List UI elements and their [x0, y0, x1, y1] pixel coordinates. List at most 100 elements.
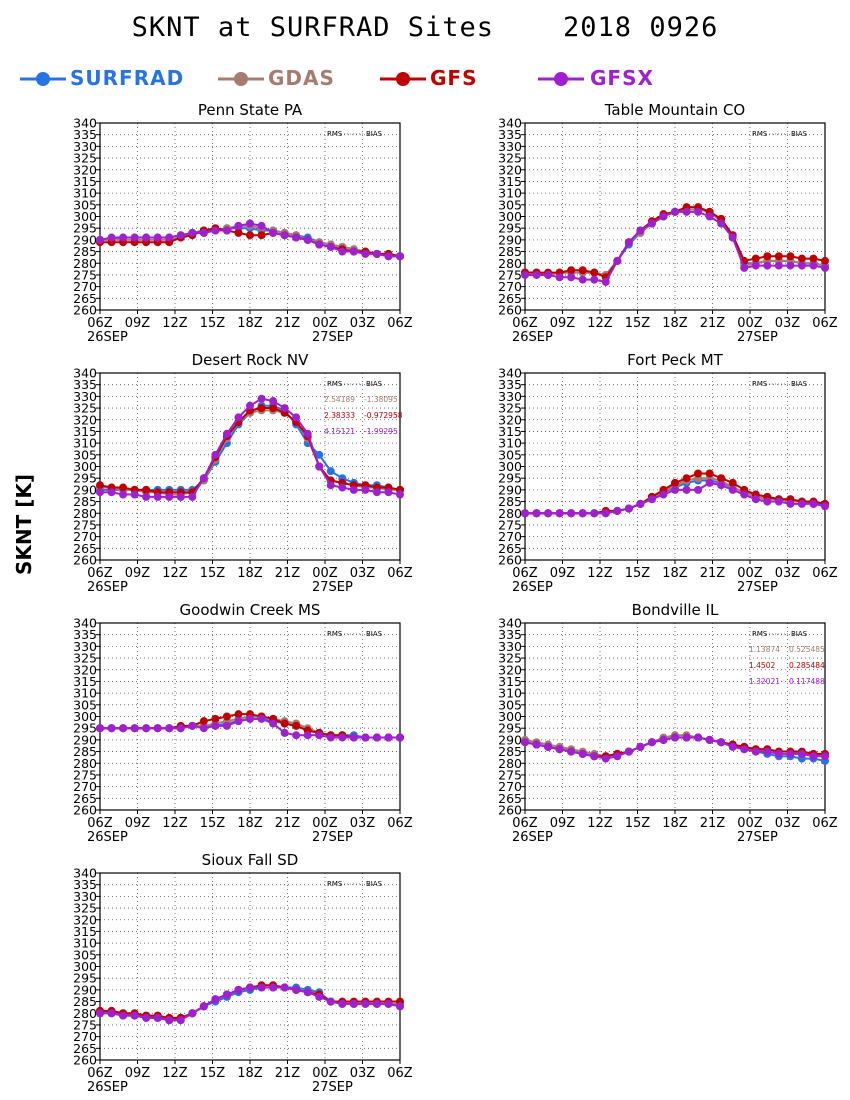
y-tick-label: 320	[73, 162, 97, 177]
x-tick-label: 09Z	[550, 316, 576, 331]
legend-dot	[396, 72, 410, 86]
x-tick-label: 12Z	[162, 316, 188, 331]
data-point	[396, 490, 404, 499]
x-tick-label: 00Z	[312, 1066, 338, 1081]
y-tick-label: 320	[498, 662, 522, 677]
data-point	[671, 733, 679, 742]
data-point	[361, 733, 370, 742]
data-point	[797, 499, 806, 508]
y-tick-label: 330	[498, 639, 522, 654]
y-tick-label: 310	[498, 436, 522, 451]
data-point	[694, 469, 703, 478]
data-point	[176, 492, 185, 501]
stats-header-bias: BIAS	[791, 130, 808, 138]
y-tick-label: 300	[73, 709, 97, 724]
stats-header-rms: RMS	[752, 130, 768, 138]
data-point	[338, 999, 347, 1008]
x-tick-label: 09Z	[550, 816, 576, 831]
data-point	[567, 747, 576, 756]
date-label: 27SEP	[737, 830, 778, 845]
data-point	[199, 474, 208, 483]
data-point	[694, 207, 703, 216]
data-point	[269, 983, 278, 992]
y-tick-label: 300	[498, 209, 522, 224]
data-point	[119, 483, 128, 492]
x-tick-label: 12Z	[162, 816, 188, 831]
data-point	[315, 731, 324, 740]
y-tick-label: 275	[498, 767, 522, 782]
y-tick-label: 305	[498, 447, 522, 462]
y-tick-label: 335	[498, 627, 522, 642]
y-tick-label: 275	[498, 267, 522, 282]
data-point	[384, 999, 393, 1008]
y-tick-label: 300	[73, 459, 97, 474]
data-point	[682, 207, 691, 216]
y-tick-label: 300	[498, 459, 522, 474]
data-point	[246, 219, 254, 228]
series-gfsx	[521, 478, 829, 518]
data-point	[590, 275, 599, 284]
data-point	[280, 231, 289, 240]
y-tick-label: 295	[498, 221, 522, 236]
data-point	[142, 492, 151, 501]
figure-title: SKNT at SURFRAD Sites 2018 0926	[131, 12, 719, 43]
x-tick-label: 18Z	[662, 816, 688, 831]
data-point	[234, 228, 243, 237]
stats-rms-value: 2.38333	[324, 411, 355, 420]
data-point	[153, 724, 162, 733]
y-tick-label: 290	[73, 982, 97, 997]
data-point	[130, 1011, 139, 1020]
date-label: 26SEP	[512, 580, 553, 595]
data-point	[188, 228, 197, 237]
data-point	[705, 478, 714, 487]
y-tick-label: 340	[73, 366, 97, 381]
stats-bias-value: -1.99295	[364, 427, 398, 436]
data-point	[728, 478, 737, 487]
panel-title: Goodwin Creek MS	[180, 601, 321, 619]
x-tick-label: 09Z	[125, 816, 151, 831]
x-tick-label: 06Z	[87, 1066, 113, 1081]
stats-bias-value: 0.525485	[789, 645, 825, 654]
data-point	[372, 249, 381, 258]
x-tick-label: 09Z	[125, 1066, 151, 1081]
y-tick-label: 305	[73, 197, 97, 212]
y-tick-label: 335	[73, 127, 97, 142]
y-tick-label: 325	[498, 651, 522, 666]
y-tick-label: 285	[498, 494, 522, 509]
y-tick-label: 280	[73, 1006, 97, 1021]
x-tick-label: 06Z	[387, 1066, 413, 1081]
date-label: 27SEP	[312, 830, 353, 845]
data-point	[326, 997, 335, 1006]
data-point	[315, 462, 324, 471]
stats-rms-value: 4.15121	[324, 427, 355, 436]
x-tick-label: 21Z	[275, 816, 301, 831]
data-point	[728, 233, 737, 242]
data-point	[96, 235, 104, 244]
y-tick-label: 285	[73, 994, 97, 1009]
y-tick-label: 330	[498, 389, 522, 404]
y-tick-label: 290	[73, 232, 97, 247]
x-tick-label: 21Z	[275, 316, 301, 331]
data-point	[578, 266, 587, 275]
y-tick-label: 320	[73, 412, 97, 427]
y-tick-label: 320	[498, 162, 522, 177]
y-tick-label: 335	[73, 877, 97, 892]
data-point	[303, 731, 312, 740]
stats-bias-value: 0.285484	[789, 661, 825, 670]
x-tick-label: 18Z	[237, 566, 263, 581]
legend-label-gfsx: GFSX	[590, 66, 654, 90]
data-point	[717, 219, 726, 228]
x-tick-label: 06Z	[812, 816, 838, 831]
data-point	[740, 263, 749, 272]
legend-item-gfs: GFS	[378, 64, 518, 94]
x-tick-label: 18Z	[662, 566, 688, 581]
x-tick-label: 09Z	[125, 566, 151, 581]
data-point	[257, 221, 266, 230]
data-point	[142, 724, 151, 733]
data-point	[763, 497, 772, 506]
x-tick-label: 00Z	[312, 316, 338, 331]
y-tick-label: 270	[498, 529, 522, 544]
panel-title: Fort Peck MT	[627, 351, 723, 369]
y-tick-label: 310	[73, 436, 97, 451]
data-point	[786, 261, 795, 270]
